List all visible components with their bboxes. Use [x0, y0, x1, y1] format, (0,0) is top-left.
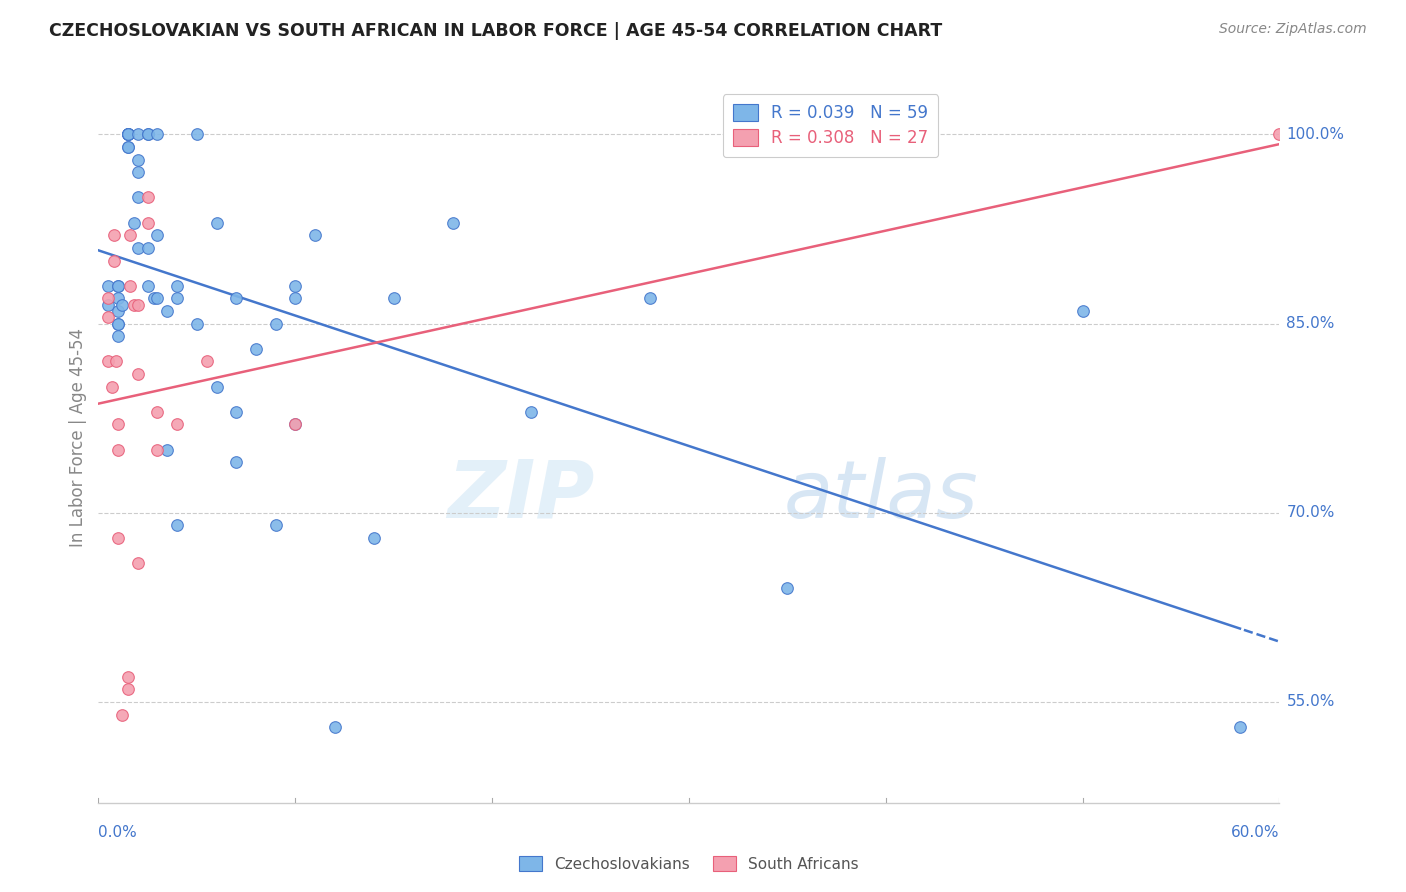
Point [107, 329, 129, 343]
Point [107, 442, 129, 457]
Point [117, 128, 139, 142]
Point [1229, 720, 1251, 734]
Point [111, 707, 134, 722]
Point [107, 417, 129, 432]
Text: 70.0%: 70.0% [1286, 505, 1334, 520]
Point [146, 442, 169, 457]
Y-axis label: In Labor Force | Age 45-54: In Labor Force | Age 45-54 [69, 327, 87, 547]
Text: 85.0%: 85.0% [1286, 316, 1334, 331]
Point [146, 128, 169, 142]
Point [107, 278, 129, 293]
Point [142, 291, 165, 305]
Point [117, 128, 139, 142]
Point [205, 379, 228, 393]
Point [146, 291, 169, 305]
Point [122, 298, 145, 312]
Point [97, 310, 120, 325]
Point [382, 291, 405, 305]
Point [107, 317, 129, 331]
Text: Source: ZipAtlas.com: Source: ZipAtlas.com [1219, 22, 1367, 37]
Point [97, 354, 120, 368]
Point [127, 241, 149, 255]
Point [127, 367, 149, 381]
Point [117, 128, 139, 142]
Point [146, 405, 169, 419]
Point [195, 354, 218, 368]
Point [245, 342, 267, 356]
Point [156, 442, 179, 457]
Point [118, 228, 141, 243]
Point [186, 317, 208, 331]
Point [166, 291, 188, 305]
Point [127, 190, 149, 204]
Point [225, 405, 247, 419]
Point [111, 298, 134, 312]
Point [284, 278, 307, 293]
Text: 55.0%: 55.0% [1286, 694, 1334, 709]
Point [363, 531, 385, 545]
Point [117, 128, 139, 142]
Point [107, 304, 129, 318]
Point [117, 670, 139, 684]
Point [97, 291, 120, 305]
Point [304, 228, 326, 243]
Point [776, 582, 799, 596]
Point [107, 531, 129, 545]
Point [166, 518, 188, 533]
Point [186, 128, 208, 142]
Point [122, 216, 145, 230]
Point [136, 128, 159, 142]
Point [1071, 304, 1094, 318]
Point [136, 216, 159, 230]
Point [127, 153, 149, 167]
Point [127, 165, 149, 179]
Point [441, 216, 464, 230]
Point [225, 455, 247, 469]
Point [127, 556, 149, 570]
Point [127, 298, 149, 312]
Point [105, 354, 128, 368]
Point [107, 291, 129, 305]
Point [284, 417, 307, 432]
Text: 0.0%: 0.0% [98, 825, 138, 840]
Point [225, 291, 247, 305]
Point [638, 291, 661, 305]
Point [117, 140, 139, 154]
Point [136, 190, 159, 204]
Legend: Czechoslovakians, South Africans: Czechoslovakians, South Africans [512, 848, 866, 880]
Text: 60.0%: 60.0% [1232, 825, 1279, 840]
Point [136, 278, 159, 293]
Point [127, 128, 149, 142]
Text: 100.0%: 100.0% [1286, 127, 1344, 142]
Point [103, 253, 125, 268]
Point [264, 518, 287, 533]
Point [136, 241, 159, 255]
Point [284, 291, 307, 305]
Point [146, 228, 169, 243]
Point [156, 304, 179, 318]
Point [1268, 128, 1291, 142]
Text: atlas: atlas [783, 457, 979, 534]
Point [205, 216, 228, 230]
Point [117, 682, 139, 697]
Point [323, 720, 346, 734]
Text: ZIP: ZIP [447, 457, 595, 534]
Point [117, 140, 139, 154]
Point [264, 317, 287, 331]
Point [97, 278, 120, 293]
Point [284, 417, 307, 432]
Point [103, 228, 125, 243]
Point [117, 128, 139, 142]
Point [520, 405, 543, 419]
Point [107, 317, 129, 331]
Point [166, 278, 188, 293]
Point [107, 278, 129, 293]
Point [97, 298, 120, 312]
Text: CZECHOSLOVAKIAN VS SOUTH AFRICAN IN LABOR FORCE | AGE 45-54 CORRELATION CHART: CZECHOSLOVAKIAN VS SOUTH AFRICAN IN LABO… [49, 22, 942, 40]
Point [136, 128, 159, 142]
Point [166, 417, 188, 432]
Point [101, 379, 124, 393]
Point [118, 278, 141, 293]
